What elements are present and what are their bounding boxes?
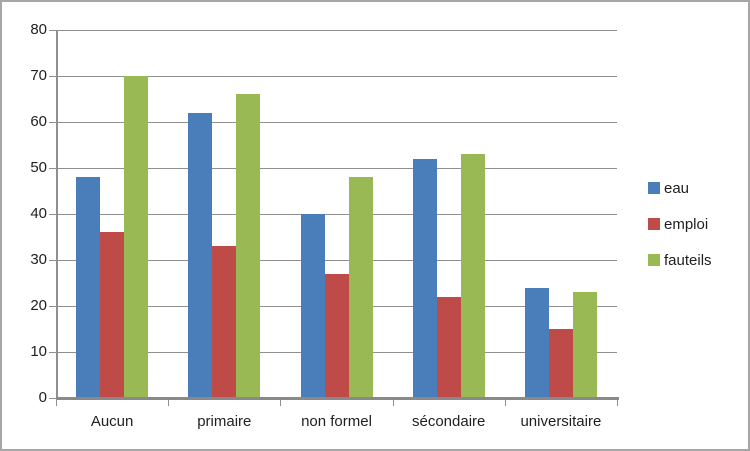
x-axis-label-1: primaire: [197, 413, 252, 430]
y-axis-tick: [49, 398, 56, 399]
gridline: [56, 122, 617, 123]
bar-fauteils-4: [572, 292, 597, 398]
gridline: [56, 30, 617, 31]
y-axis-label: 80: [30, 21, 47, 38]
y-axis-label: 0: [38, 389, 47, 406]
bar-emploi-0: [100, 232, 125, 398]
x-axis-tick: [392, 399, 394, 406]
y-axis-tick: [49, 30, 56, 31]
y-axis-label: 60: [30, 113, 47, 130]
bar-fauteils-0: [124, 76, 149, 398]
gridline: [56, 76, 617, 77]
bar-emploi-1: [212, 246, 237, 398]
x-axis-tick: [56, 399, 57, 406]
y-axis-tick: [49, 306, 56, 307]
gridline: [56, 214, 617, 215]
legend-swatch-eau: [648, 182, 660, 194]
y-axis-tick: [49, 168, 56, 169]
legend: eau emploi fauteils: [648, 178, 712, 286]
y-axis-tick: [49, 352, 56, 353]
bar-fauteils-1: [236, 94, 261, 398]
legend-label: fauteils: [664, 251, 712, 269]
y-axis-label: 30: [30, 251, 47, 268]
legend-item-eau: eau: [648, 178, 712, 198]
x-axis-label-4: universitaire: [520, 413, 602, 430]
bar-emploi-2: [324, 273, 349, 398]
y-axis-label: 40: [30, 205, 47, 222]
legend-item-fauteils: fauteils: [648, 250, 712, 270]
y-axis-tick: [49, 122, 56, 123]
legend-label: eau: [664, 179, 690, 197]
y-axis-label: 20: [30, 297, 47, 314]
x-axis-label-0: Aucun: [90, 413, 134, 430]
bar-fauteils-2: [348, 177, 373, 398]
bar-eau-0: [76, 177, 101, 398]
y-axis-line: [56, 30, 58, 398]
x-axis-label-2: non formel: [301, 413, 372, 430]
y-axis-label: 70: [30, 67, 47, 84]
legend-item-emploi: emploi: [648, 214, 712, 234]
y-axis-label: 50: [30, 159, 47, 176]
bar-eau-3: [412, 158, 437, 398]
y-axis-tick: [49, 214, 56, 215]
x-axis-tick: [504, 399, 506, 406]
x-axis-tick: [168, 399, 170, 406]
y-axis-label: 10: [30, 343, 47, 360]
legend-label: emploi: [664, 215, 709, 233]
bar-emploi-3: [436, 296, 461, 398]
bar-eau-1: [188, 112, 213, 398]
y-axis-tick: [49, 260, 56, 261]
gridline: [56, 168, 617, 169]
legend-swatch-fauteils: [648, 254, 660, 266]
legend-swatch-emploi: [648, 218, 660, 230]
x-axis-label-3: sécondaire: [411, 413, 486, 430]
bar-emploi-4: [548, 329, 573, 398]
bar-eau-4: [524, 287, 549, 398]
y-axis-tick: [49, 76, 56, 77]
gridline: [56, 260, 617, 261]
bar-fauteils-3: [460, 154, 485, 398]
x-axis-tick: [617, 399, 618, 406]
x-axis-tick: [280, 399, 282, 406]
bar-eau-2: [300, 214, 325, 398]
x-axis-line: [56, 397, 619, 400]
